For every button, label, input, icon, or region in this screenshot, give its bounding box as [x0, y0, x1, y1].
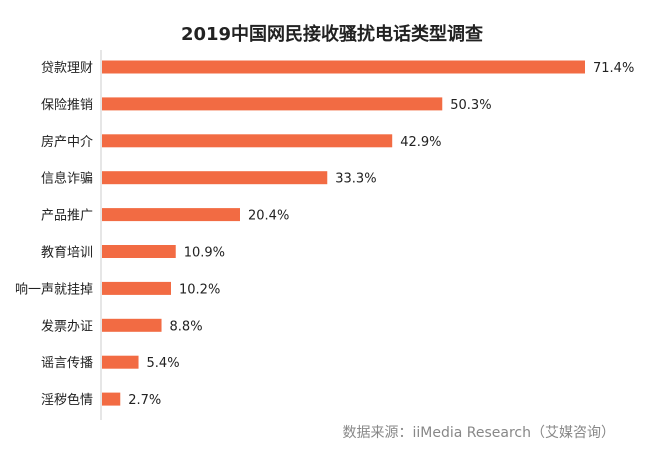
- category-label: 发票办证: [41, 318, 93, 334]
- category-label: 贷款理财: [41, 61, 93, 76]
- data-label: 50.3%: [450, 98, 491, 113]
- bar: [102, 281, 171, 295]
- category-label: 响一声就挂掉: [15, 281, 93, 297]
- category-label: 保险推销: [41, 98, 93, 113]
- bar: [102, 318, 162, 332]
- bar: [102, 60, 585, 74]
- source-note: 数据来源：iiMedia Research（艾媒咨询）: [343, 425, 616, 441]
- category-label: 淫秽色情: [41, 392, 93, 408]
- bar: [102, 134, 393, 148]
- data-label: 8.8%: [170, 319, 203, 334]
- data-label: 5.4%: [147, 356, 180, 371]
- category-label: 教育培训: [41, 245, 93, 261]
- bar: [102, 171, 328, 185]
- category-label: 谣言传播: [41, 356, 93, 371]
- data-label: 42.9%: [400, 135, 441, 150]
- data-label: 71.4%: [593, 61, 634, 76]
- data-label: 33.3%: [335, 172, 376, 187]
- bar: [102, 208, 240, 222]
- bar: [102, 245, 176, 258]
- bar: [102, 355, 139, 369]
- chart-title: 2019中国网民接收骚扰电话类型调查: [181, 23, 483, 45]
- data-label: 2.7%: [128, 393, 161, 408]
- data-label: 10.2%: [179, 282, 220, 297]
- category-label: 产品推广: [41, 209, 93, 224]
- category-label: 信息诈骗: [41, 171, 93, 187]
- data-label: 20.4%: [248, 209, 289, 224]
- bar: [102, 392, 121, 406]
- bar: [102, 97, 443, 111]
- data-label: 10.9%: [184, 246, 225, 261]
- category-label: 房产中介: [41, 134, 93, 150]
